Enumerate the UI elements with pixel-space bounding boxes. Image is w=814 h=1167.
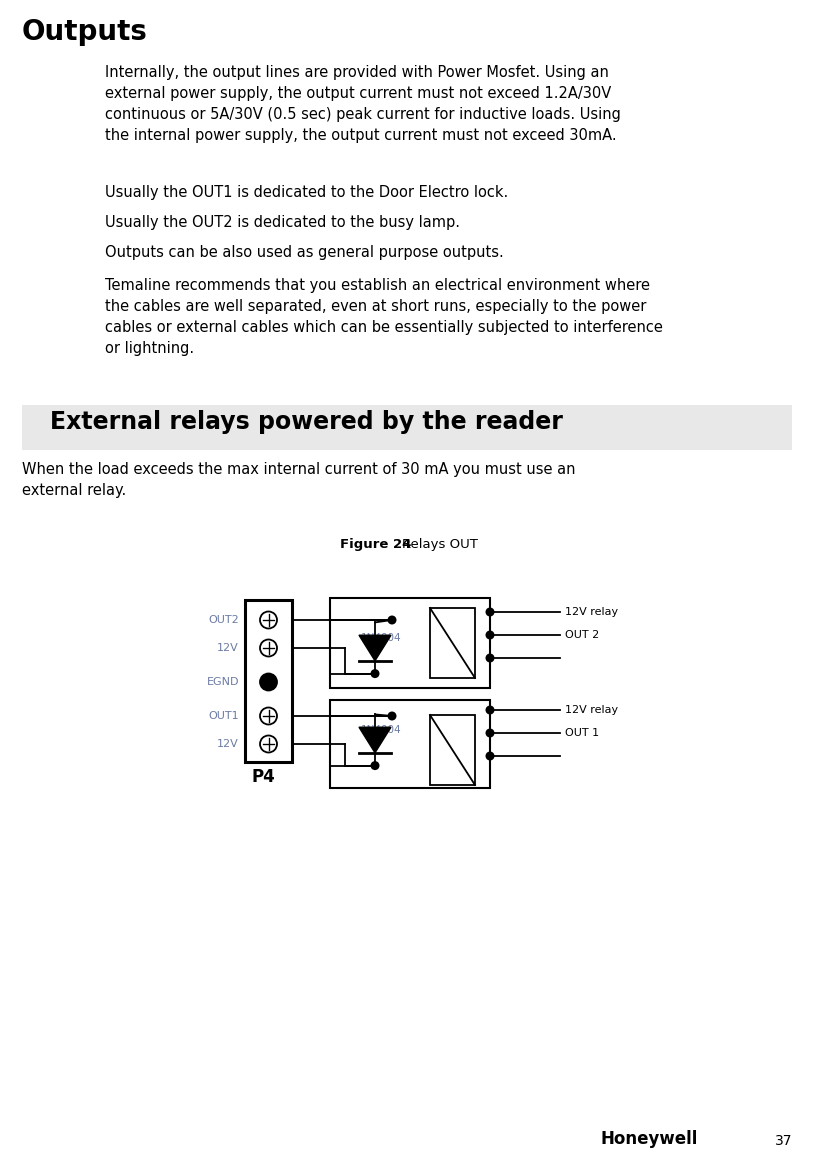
Text: OUT 2: OUT 2 bbox=[565, 630, 599, 640]
Circle shape bbox=[485, 752, 494, 761]
Bar bbox=[330, 598, 490, 689]
Circle shape bbox=[485, 728, 494, 738]
Circle shape bbox=[370, 761, 379, 770]
Circle shape bbox=[387, 712, 396, 720]
Text: 1N4004: 1N4004 bbox=[361, 725, 401, 735]
Text: Outputs can be also used as general purpose outputs.: Outputs can be also used as general purp… bbox=[105, 245, 504, 260]
Text: Relays OUT: Relays OUT bbox=[402, 538, 478, 551]
Circle shape bbox=[260, 612, 277, 629]
Text: 37: 37 bbox=[774, 1134, 792, 1148]
Text: EGND: EGND bbox=[207, 677, 239, 687]
Circle shape bbox=[370, 669, 379, 678]
Text: 12V relay: 12V relay bbox=[565, 607, 618, 617]
Bar bbox=[330, 700, 490, 788]
Circle shape bbox=[485, 608, 494, 616]
Polygon shape bbox=[359, 727, 391, 753]
Text: Figure 24: Figure 24 bbox=[340, 538, 416, 551]
Circle shape bbox=[260, 673, 277, 691]
Text: Internally, the output lines are provided with Power Mosfet. Using an
external p: Internally, the output lines are provide… bbox=[105, 65, 621, 144]
Polygon shape bbox=[359, 635, 391, 661]
Circle shape bbox=[260, 640, 277, 657]
Bar bbox=[22, 405, 792, 450]
Text: 12V relay: 12V relay bbox=[565, 705, 618, 715]
Circle shape bbox=[387, 615, 396, 624]
Text: OUT1: OUT1 bbox=[208, 711, 239, 721]
Bar bbox=[430, 608, 475, 678]
Circle shape bbox=[260, 735, 277, 753]
Text: OUT 1: OUT 1 bbox=[565, 728, 599, 738]
Circle shape bbox=[260, 707, 277, 725]
Circle shape bbox=[485, 654, 494, 663]
Text: External relays powered by the reader: External relays powered by the reader bbox=[50, 410, 562, 434]
Bar bbox=[430, 715, 475, 785]
Text: Outputs: Outputs bbox=[22, 18, 148, 46]
Text: 12V: 12V bbox=[217, 643, 239, 654]
Circle shape bbox=[485, 706, 494, 714]
Bar bbox=[245, 600, 292, 762]
Text: P4: P4 bbox=[252, 768, 275, 787]
Text: Honeywell: Honeywell bbox=[600, 1130, 698, 1148]
Text: 1N4004: 1N4004 bbox=[361, 633, 401, 643]
Text: Usually the OUT2 is dedicated to the busy lamp.: Usually the OUT2 is dedicated to the bus… bbox=[105, 215, 460, 230]
Text: 12V: 12V bbox=[217, 739, 239, 749]
Text: When the load exceeds the max internal current of 30 mA you must use an
external: When the load exceeds the max internal c… bbox=[22, 462, 575, 498]
Text: Usually the OUT1 is dedicated to the Door Electro lock.: Usually the OUT1 is dedicated to the Doo… bbox=[105, 186, 508, 200]
Circle shape bbox=[485, 630, 494, 640]
Text: Temaline recommends that you establish an electrical environment where
the cable: Temaline recommends that you establish a… bbox=[105, 278, 663, 356]
Text: OUT2: OUT2 bbox=[208, 615, 239, 626]
